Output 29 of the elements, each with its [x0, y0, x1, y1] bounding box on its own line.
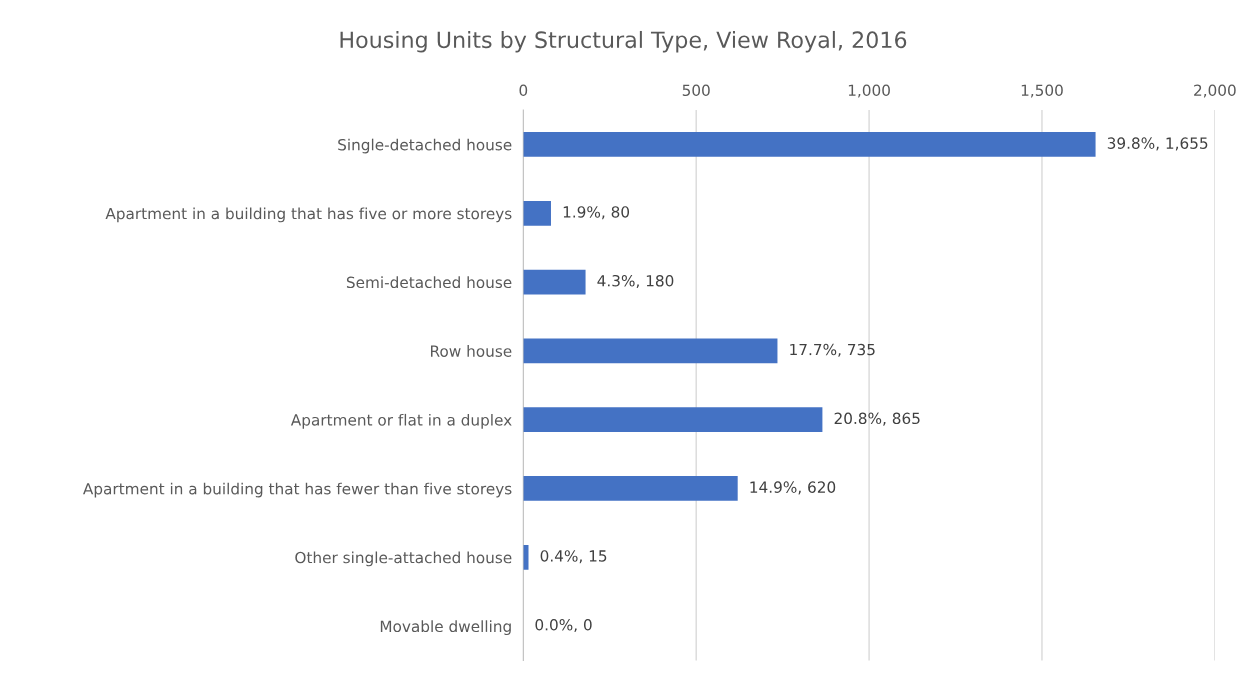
y-tick-label: Apartment or flat in a duplex [290, 413, 512, 429]
bar [523, 269, 586, 295]
data-label: 39.8%, 1,655 [1107, 137, 1208, 151]
data-label: 17.7%, 735 [790, 343, 875, 357]
x-tick-label: 0 [519, 84, 528, 97]
x-tick-label: 2,000 [1194, 84, 1236, 98]
y-tick-label: Semi-detached house [346, 276, 512, 289]
bar [523, 200, 551, 226]
y-tick-label: Row house [431, 345, 512, 357]
data-label: 1.9%, 80 [563, 206, 630, 220]
y-tick-label: Apartment in a building that has fewer than five storeys [83, 482, 512, 498]
bar [523, 544, 529, 570]
bar [523, 338, 778, 364]
data-label: 0.0%, 0 [535, 618, 592, 633]
data-label: 4.3%, 180 [597, 274, 674, 289]
x-tick-label: 1,000 [848, 84, 890, 98]
bar [523, 476, 738, 501]
x-tick-label: 1,500 [1021, 84, 1063, 98]
y-tick-label: Single-detached house [338, 138, 512, 154]
chart-title: Housing Units by Structural Type, View Royal, 2016 [340, 30, 907, 53]
y-tick-label: Apartment in a building that has five or more storeys [105, 207, 512, 223]
x-tick-label: 500 [682, 84, 710, 97]
data-label: 14.9%, 620 [750, 481, 836, 495]
data-label: 0.4%, 15 [540, 550, 607, 564]
bar [523, 407, 823, 433]
y-tick-label: Other single-attached house [295, 551, 512, 567]
bar [523, 132, 1096, 157]
data-label: 20.8%, 865 [834, 412, 920, 426]
y-tick-label: Movable dwelling [380, 620, 511, 636]
